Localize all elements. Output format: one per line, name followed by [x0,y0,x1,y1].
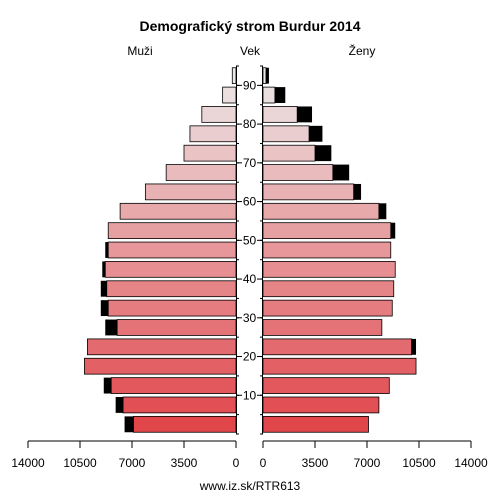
male-bar-80-84 [201,106,237,123]
x-tick-label-right: 14000 [454,456,488,470]
male-bar-35-39 [106,280,237,298]
x-tick-label-right: 10500 [402,456,436,470]
male-bar-10-14 [110,377,237,394]
male-bar-60-64 [144,183,237,201]
male-bar-15-19 [84,357,237,375]
male-bar-90+ [231,67,237,85]
female-bar-55-59 [262,202,380,220]
male-bar-75-79 [189,125,237,143]
male-excess-bar-5-9 [115,397,124,413]
female-excess-bar-55-59 [378,203,387,220]
male-bar-85-89 [222,86,237,104]
chart-title: Demografický strom Burdur 2014 [140,18,361,34]
age-tick-label-80: 80 [243,117,257,131]
female-bar-50-54 [262,222,392,239]
male-bar-5-9 [122,396,237,414]
female-bar-65-69 [262,164,334,181]
female-bar-35-39 [262,280,395,298]
age-tick-label-20: 20 [243,350,257,364]
x-tick-label-left: 10500 [63,456,97,470]
male-bar-30-34 [107,299,237,317]
male-excess-bar-40-44 [102,261,106,278]
female-bar-85-89 [262,86,276,104]
x-tick-label-left: 7000 [119,456,146,470]
bars-group [84,67,417,433]
female-bar-25-29 [262,319,383,336]
x-tick-label-right: 0 [260,456,267,470]
female-bar-20-24 [262,338,412,356]
source-footer[interactable]: www.iz.sk/RTR613 [199,479,301,493]
male-bar-25-29 [116,319,237,336]
age-tick-label-70: 70 [243,156,257,170]
female-bar-40-44 [262,261,396,278]
female-bar-60-64 [262,183,355,201]
male-bar-50-54 [107,222,237,239]
female-excess-bar-80-84 [297,106,313,123]
female-excess-bar-50-54 [390,222,396,239]
male-excess-bar-10-14 [103,377,112,394]
age-tick-label-90: 90 [243,78,257,92]
male-bar-0-4 [133,415,237,433]
x-tick-label-right: 7000 [354,456,381,470]
axes-group: 10 20 30 40 50 60 70 80 90 14000 0 10500 3500 7000 700… [11,65,488,470]
female-bar-45-49 [262,241,392,259]
x-tick-label-right: 3500 [302,456,329,470]
female-bar-15-19 [262,357,417,375]
female-excess-bar-90+ [265,67,269,84]
female-bar-5-9 [262,396,380,414]
male-excess-bar-45-49 [105,242,109,258]
males-label: Muži [127,44,152,58]
age-tick-label-60: 60 [243,195,257,209]
female-bar-80-84 [262,106,298,123]
x-tick-label-left: 0 [233,456,240,470]
x-tick-label-left: 14000 [11,456,45,470]
male-bar-45-49 [107,241,237,259]
age-tick-label-30: 30 [243,311,257,325]
female-excess-bar-65-69 [332,164,350,181]
females-label: Ženy [349,43,376,58]
female-bar-90+ [262,67,267,85]
male-bar-20-24 [87,338,237,356]
female-excess-bar-85-89 [274,87,286,103]
age-axis-label: Vek [240,44,261,58]
female-bar-0-4 [262,415,369,433]
female-bar-70-74 [262,144,316,162]
male-bar-65-69 [165,164,237,181]
female-excess-bar-20-24 [411,338,417,355]
female-bar-10-14 [262,377,390,394]
female-excess-bar-70-74 [315,145,332,162]
male-excess-bar-30-34 [100,300,109,317]
male-bar-55-59 [119,202,237,220]
female-bar-30-34 [262,299,393,317]
male-excess-bar-35-39 [100,280,107,297]
age-tick-label-50: 50 [243,233,257,247]
female-excess-bar-75-79 [309,125,323,142]
female-excess-bar-60-64 [353,183,362,200]
age-tick-label-10: 10 [243,388,257,402]
male-bar-40-44 [104,261,237,278]
age-tick-label-40: 40 [243,272,257,286]
male-bar-70-74 [183,144,237,162]
male-excess-bar-0-4 [124,416,134,433]
x-tick-label-left: 3500 [171,456,198,470]
male-excess-bar-25-29 [105,319,118,336]
female-bar-75-79 [262,125,310,143]
